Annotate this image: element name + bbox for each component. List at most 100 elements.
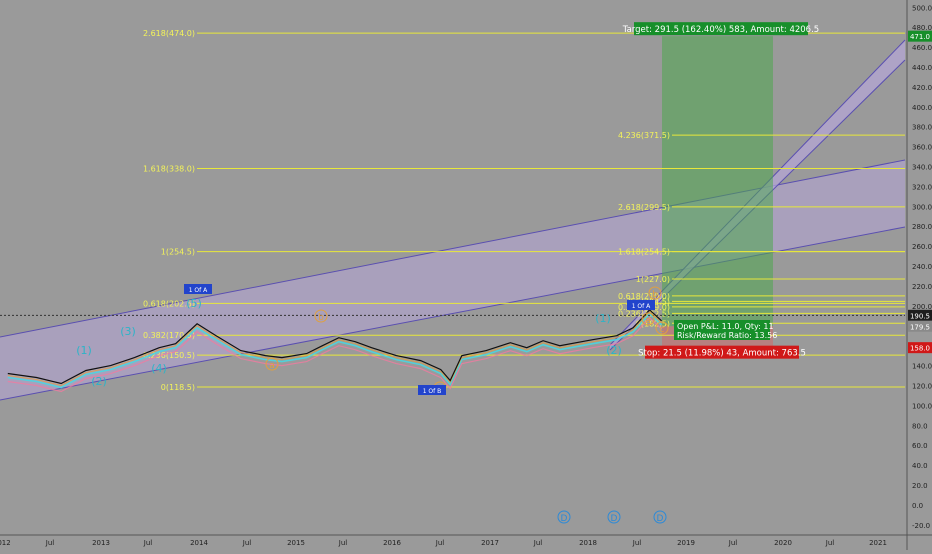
- stop-label-box: [645, 345, 799, 359]
- x-axis-tick-label: Jul: [533, 539, 543, 547]
- y-axis-tick-label: 80.0: [912, 422, 928, 430]
- x-axis-tick-label: Jul: [728, 539, 738, 547]
- wave-label: (2): [606, 344, 622, 357]
- x-axis-tick-label: Jul: [143, 539, 153, 547]
- y-axis-tick-label: 0.0: [912, 502, 923, 510]
- target-label-text: Target: 291.5 (162.40%) 583, Amount: 420…: [622, 25, 819, 35]
- fib-level-label: 1.618(254.5): [618, 248, 670, 257]
- y-axis-tick-label: 420.0: [912, 84, 932, 92]
- fib-level-label: 0.618(202.5): [143, 299, 195, 308]
- x-axis-tick-label: 012: [0, 539, 11, 547]
- y-axis-tick-label: 220.0: [912, 283, 932, 291]
- wave-label-circle: [314, 309, 328, 323]
- fibonacci-layer: 2.618(474.0) 1.618(338.0) 1(254.5) 0.618(20…: [143, 29, 905, 392]
- y-axis-tick-label: 20.0: [912, 482, 928, 490]
- y-axis-tick-label: 140.0: [912, 363, 932, 371]
- wave-tag-label: 1 Of A: [189, 287, 208, 294]
- wave-tag-label: 1 Of A: [632, 303, 651, 310]
- y-axis-tick-label: 60.0: [912, 442, 928, 450]
- wave-label-circle: [655, 321, 669, 335]
- y-axis-tick-label: 300.0: [912, 203, 932, 211]
- y-axis-tick-label: 120.0: [912, 382, 932, 390]
- price-badge: [908, 320, 932, 332]
- y-axis-tick-label: 440.0: [912, 64, 932, 72]
- price-badge: [908, 309, 932, 321]
- moving-average-line: [7, 316, 663, 393]
- stop-label-text: Stop: 21.5 (11.98%) 43, Amount: 763.5: [638, 349, 806, 359]
- pnl-label-text: Open P&L: 11.0, Qty: 11: [677, 322, 774, 331]
- wave-label-circle: [641, 312, 655, 326]
- ratio-label-text: Risk/Reward Ratio: 13.56: [677, 331, 777, 340]
- wave-label-circle: [557, 510, 571, 524]
- y-axis-tick-label: 260.0: [912, 243, 932, 251]
- wave-label: D: [611, 514, 618, 524]
- wave-label: (1): [595, 312, 611, 325]
- y-axis-tick-label: 380.0: [912, 124, 932, 132]
- price-badge: [908, 342, 932, 354]
- fib-level-label: 0.382(170.5): [143, 331, 195, 340]
- price-badge-label: 471.0: [910, 33, 930, 41]
- wave-tag-box: [418, 385, 446, 395]
- wave-label-circle: [648, 286, 662, 300]
- fib-level-label: 0(182.5): [636, 319, 670, 328]
- x-axis-tick-label: Jul: [632, 539, 642, 547]
- wave-label: (2): [91, 375, 107, 388]
- wave-label: a: [645, 316, 651, 326]
- x-axis-tick-label: 2017: [481, 539, 499, 547]
- x-axis-tick-label: 2018: [579, 539, 597, 547]
- y-axis-tick-label: 40.0: [912, 462, 928, 470]
- target-zone: [662, 36, 773, 327]
- x-axis-tick-label: Jul: [242, 539, 252, 547]
- wave-tag-label: 1 Of B: [423, 388, 442, 395]
- x-axis-tick-label: 2020: [774, 539, 792, 547]
- y-axis-tick-label: 200.0: [912, 303, 932, 311]
- fib-level-label: 1.618(338.0): [143, 165, 195, 174]
- wave-label: (5): [186, 297, 202, 310]
- wave-label: (1): [76, 344, 92, 357]
- y-axis-tick-label: 240.0: [912, 263, 932, 271]
- y-axis-tick-label: 360.0: [912, 144, 932, 152]
- wave-label: b: [318, 313, 324, 323]
- y-axis-tick-label: 460.0: [912, 44, 932, 52]
- x-axis-tick-label: 2021: [869, 539, 887, 547]
- wave-label: (3): [120, 325, 136, 338]
- fib-level-label: 1(227.0): [636, 275, 670, 284]
- y-axis-tick-label: 280.0: [912, 223, 932, 231]
- price-badge: [908, 30, 932, 42]
- wave-label: D: [657, 514, 664, 524]
- y-axis-tick-label: 500.0: [912, 4, 932, 12]
- x-axis-tick-label: 2013: [92, 539, 110, 547]
- price-line: [7, 308, 663, 385]
- price-layer: [0, 308, 905, 393]
- wave-label-circle: [653, 510, 667, 524]
- position-label-layer: Target: 291.5 (162.40%) 583, Amount: 420…: [622, 22, 819, 359]
- price-badge-label: 158.0: [910, 345, 930, 353]
- wave-label: D: [561, 514, 568, 524]
- moving-average-line: [7, 311, 662, 387]
- fib-level-label: 0(118.5): [161, 383, 195, 392]
- target-label-box: [634, 22, 808, 36]
- fib-level-label: 4.236(371.5): [618, 131, 670, 140]
- wave-label: (4): [151, 362, 167, 375]
- x-axis-tick-label: Jul: [435, 539, 445, 547]
- wave-tag-box: [627, 300, 655, 310]
- x-axis-tick-label: Jul: [45, 539, 55, 547]
- y-axis-tick-label: 100.0: [912, 402, 932, 410]
- x-axis-tick-label: 2014: [190, 539, 208, 547]
- y-axis-tick-label: 480.0: [912, 24, 932, 32]
- y-axis-tick-label: 320.0: [912, 183, 932, 191]
- x-axis-tick-label: 2016: [383, 539, 401, 547]
- fib-level-label: 2.618(299.5): [618, 203, 670, 212]
- fib-level-label: 0.236(150.5): [143, 351, 195, 360]
- fib-level-label: 2.618(474.0): [143, 29, 195, 38]
- fib-level-label: 0.236(192.5): [618, 309, 670, 318]
- x-axis-tick-label: 2015: [287, 539, 305, 547]
- wave-label-circle: [607, 510, 621, 524]
- pnl-label-box: [674, 320, 770, 340]
- y-axis-tick-label: 400.0: [912, 104, 932, 112]
- wave-label: b: [652, 290, 658, 300]
- wave-label-circle: [265, 357, 279, 371]
- price-badge-label: 179.5: [910, 323, 930, 331]
